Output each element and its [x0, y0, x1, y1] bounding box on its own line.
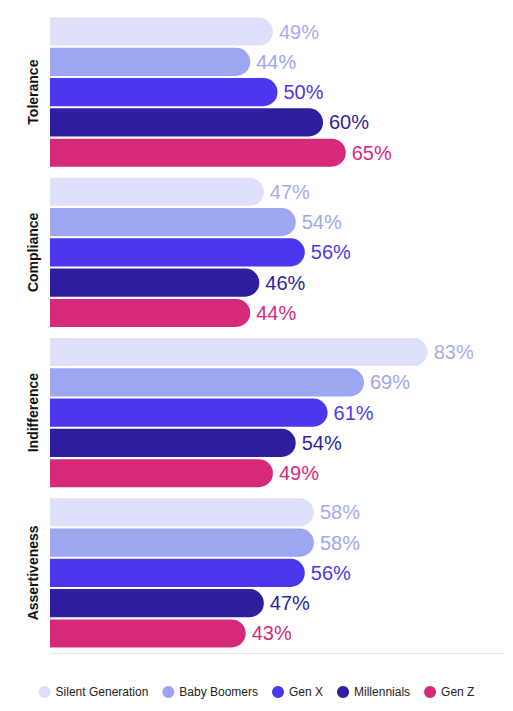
svg-text:Millennials: Millennials [354, 685, 410, 699]
svg-text:46%: 46% [265, 272, 305, 294]
svg-text:47%: 47% [270, 592, 310, 614]
svg-text:49%: 49% [279, 462, 319, 484]
svg-text:69%: 69% [370, 371, 410, 393]
svg-text:83%: 83% [434, 341, 474, 363]
svg-text:56%: 56% [311, 562, 351, 584]
svg-text:Silent Generation: Silent Generation [56, 685, 149, 699]
svg-text:65%: 65% [352, 142, 392, 164]
svg-text:Indifference: Indifference [25, 373, 41, 453]
svg-text:54%: 54% [302, 432, 342, 454]
svg-text:Baby Boomers: Baby Boomers [179, 685, 258, 699]
svg-text:58%: 58% [320, 532, 360, 554]
svg-text:Gen X: Gen X [289, 685, 323, 699]
svg-text:44%: 44% [256, 302, 296, 324]
svg-text:56%: 56% [311, 241, 351, 263]
svg-text:Tolerance: Tolerance [25, 59, 41, 124]
svg-text:49%: 49% [279, 21, 319, 43]
svg-text:Assertiveness: Assertiveness [25, 525, 41, 620]
svg-text:61%: 61% [334, 402, 374, 424]
svg-text:Gen Z: Gen Z [441, 685, 474, 699]
svg-text:Compliance: Compliance [25, 212, 41, 292]
svg-text:50%: 50% [284, 81, 324, 103]
svg-text:43%: 43% [252, 622, 292, 644]
svg-text:60%: 60% [329, 111, 369, 133]
svg-text:47%: 47% [270, 181, 310, 203]
svg-text:58%: 58% [320, 501, 360, 523]
svg-text:54%: 54% [302, 211, 342, 233]
svg-text:44%: 44% [256, 51, 296, 73]
